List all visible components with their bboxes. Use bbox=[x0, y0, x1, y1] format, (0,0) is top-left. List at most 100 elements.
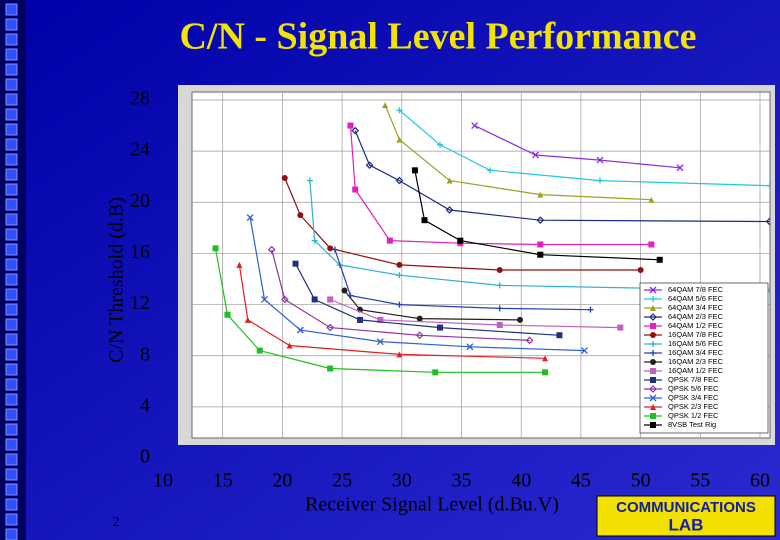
marker bbox=[306, 177, 313, 184]
marker bbox=[650, 350, 656, 356]
marker bbox=[650, 323, 656, 329]
marker bbox=[311, 296, 318, 303]
marker bbox=[327, 296, 334, 303]
legend-label: 64QAM 5/6 FEC bbox=[668, 294, 724, 303]
legend-label: 64QAM 2/3 FEC bbox=[668, 312, 724, 321]
marker bbox=[587, 306, 594, 313]
marker bbox=[542, 369, 549, 376]
marker bbox=[597, 177, 604, 184]
x-tick-label: 25 bbox=[332, 470, 352, 492]
x-axis-label: Receiver Signal Level (d.Bu.V) bbox=[305, 494, 559, 516]
y-tick-label: 28 bbox=[130, 88, 150, 110]
marker bbox=[246, 214, 254, 222]
page-number: 2 bbox=[113, 515, 120, 530]
marker bbox=[396, 301, 403, 308]
marker bbox=[656, 256, 663, 263]
legend-label: 8VSB Test Rig bbox=[668, 420, 716, 429]
marker bbox=[496, 267, 503, 274]
series-line bbox=[349, 125, 652, 246]
logo-text: COMMUNICATIONS bbox=[616, 499, 756, 516]
legend-label: 16QAM 7/8 FEC bbox=[668, 330, 724, 339]
legend-label: QPSK 1/2 FEC bbox=[668, 411, 719, 420]
side-square bbox=[5, 348, 18, 361]
side-square bbox=[5, 213, 18, 226]
marker bbox=[326, 323, 335, 332]
series-line bbox=[309, 180, 770, 292]
legend-label: 64QAM 3/4 FEC bbox=[668, 303, 724, 312]
marker bbox=[311, 237, 318, 244]
marker bbox=[765, 217, 770, 226]
marker bbox=[650, 359, 656, 365]
marker bbox=[437, 141, 444, 148]
side-square bbox=[5, 333, 18, 346]
curves bbox=[212, 102, 770, 376]
marker bbox=[445, 206, 454, 214]
legend-label: QPSK 5/6 FEC bbox=[668, 384, 719, 393]
marker bbox=[376, 338, 384, 346]
marker bbox=[496, 282, 503, 289]
x-tick-label: 20 bbox=[272, 470, 292, 492]
marker bbox=[415, 331, 424, 340]
marker bbox=[637, 267, 644, 274]
marker bbox=[357, 316, 364, 323]
side-square bbox=[5, 168, 18, 181]
legend-label: 64QAM 7/8 FEC bbox=[668, 285, 724, 294]
y-tick-label: 12 bbox=[130, 292, 150, 314]
side-square bbox=[5, 93, 18, 106]
marker bbox=[292, 260, 299, 267]
marker bbox=[496, 305, 503, 312]
marker bbox=[281, 174, 288, 181]
marker bbox=[649, 385, 657, 393]
marker bbox=[297, 212, 304, 219]
marker bbox=[261, 295, 268, 303]
side-square bbox=[5, 408, 18, 421]
marker bbox=[416, 315, 423, 322]
series-line bbox=[284, 177, 641, 271]
x-tick-label: 35 bbox=[452, 470, 472, 492]
legend-label: 16QAM 2/3 FEC bbox=[668, 357, 724, 366]
y-tick-label: 24 bbox=[130, 139, 150, 161]
side-square bbox=[5, 3, 18, 16]
marker bbox=[487, 167, 494, 174]
marker bbox=[537, 191, 544, 198]
marker bbox=[244, 316, 251, 323]
marker bbox=[649, 394, 657, 402]
marker bbox=[396, 107, 403, 114]
side-squares bbox=[5, 3, 18, 540]
marker bbox=[396, 272, 403, 279]
marker bbox=[377, 316, 384, 323]
side-square bbox=[5, 378, 18, 391]
y-tick-label: 8 bbox=[140, 343, 150, 365]
marker bbox=[542, 355, 549, 362]
y-tick-label: 20 bbox=[130, 190, 150, 212]
marker bbox=[525, 336, 534, 345]
marker bbox=[537, 251, 544, 258]
marker bbox=[382, 102, 389, 109]
x-tick-label: 30 bbox=[392, 470, 412, 492]
marker bbox=[437, 324, 444, 331]
series-line bbox=[474, 125, 681, 169]
marker bbox=[395, 176, 404, 185]
marker bbox=[676, 164, 684, 172]
side-square bbox=[5, 498, 18, 511]
x-tick-label: 15 bbox=[213, 470, 233, 492]
marker bbox=[212, 245, 219, 252]
marker bbox=[386, 237, 393, 244]
marker bbox=[327, 365, 334, 372]
marker bbox=[650, 305, 656, 311]
marker bbox=[256, 347, 263, 354]
marker bbox=[649, 313, 657, 321]
marker bbox=[396, 136, 403, 143]
marker bbox=[396, 351, 403, 358]
marker bbox=[596, 156, 604, 164]
marker bbox=[411, 167, 418, 174]
marker bbox=[280, 295, 289, 304]
marker bbox=[648, 241, 655, 248]
marker bbox=[648, 196, 655, 203]
side-square bbox=[5, 528, 18, 540]
marker bbox=[536, 216, 545, 225]
marker bbox=[365, 161, 374, 170]
side-square bbox=[5, 468, 18, 481]
